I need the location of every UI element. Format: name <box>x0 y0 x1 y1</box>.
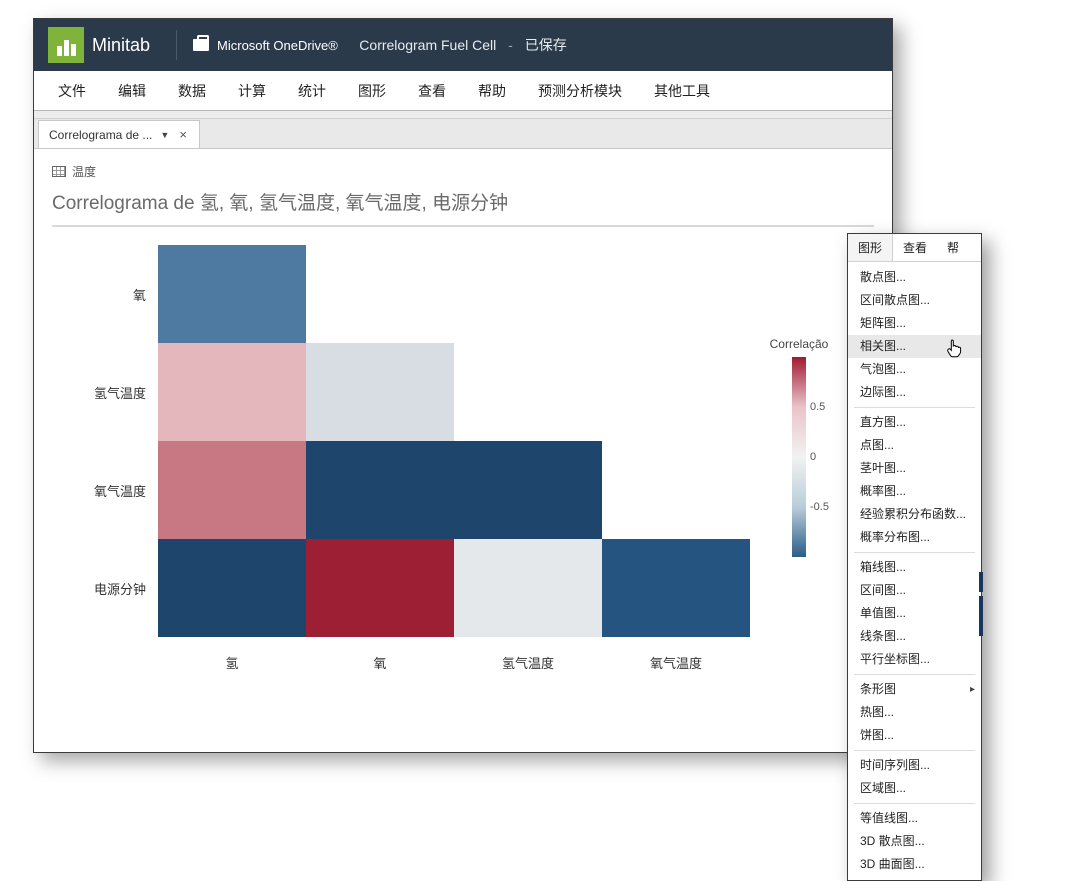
menu-item[interactable]: 点图... <box>848 434 981 457</box>
col-label: 氢 <box>158 645 306 672</box>
row-label: 电源分钟 <box>82 539 152 637</box>
menu-item[interactable]: 气泡图... <box>848 358 981 381</box>
heatmap-cell <box>306 441 454 539</box>
brand-name: Minitab <box>92 35 150 56</box>
app-window: Minitab Microsoft OneDrive® Correlogram … <box>33 18 893 753</box>
toolbar-strip <box>34 111 892 119</box>
menu-separator <box>854 750 975 751</box>
tab-caret-icon[interactable]: ▼ <box>160 130 169 140</box>
menu-item[interactable]: 相关图... <box>848 335 981 358</box>
document-title: Correlogram Fuel Cell - 已保存 <box>359 35 566 55</box>
scroll-indicator <box>979 596 983 636</box>
row-label: 氧 <box>82 245 152 343</box>
menu-item[interactable]: 时间序列图... <box>848 754 981 777</box>
menu-item[interactable]: 矩阵图... <box>848 312 981 335</box>
menu-item[interactable]: 线条图... <box>848 625 981 648</box>
heatmap-cell <box>158 245 306 343</box>
legend-tick: 0.5 <box>810 401 825 413</box>
heatmap-cell <box>306 343 454 441</box>
legend-title: Correlação <box>760 337 838 351</box>
menu-item[interactable]: 区间图... <box>848 579 981 602</box>
document-tab[interactable]: Correlograma de ... ▼ × <box>38 120 200 148</box>
title-separator: - <box>508 37 513 53</box>
menu-编辑[interactable]: 编辑 <box>102 81 162 101</box>
correlogram-chart: 氧氢气温度氧气温度电源分钟 氢氧氢气温度氧气温度 Correlação 0.50… <box>82 245 842 725</box>
menu-item[interactable]: 经验累积分布函数... <box>848 503 981 526</box>
menu-item[interactable]: 散点图... <box>848 266 981 289</box>
tab-label: Correlograma de ... <box>49 128 152 142</box>
menu-item[interactable]: 平行坐标图... <box>848 648 981 671</box>
menu-item[interactable]: 条形图 <box>848 678 981 701</box>
menu-item[interactable]: 3D 曲面图... <box>848 853 981 876</box>
menu-统计[interactable]: 统计 <box>282 81 342 101</box>
legend-tick: 0 <box>810 451 816 463</box>
menu-item[interactable]: 热图... <box>848 701 981 724</box>
heatmap-cell <box>602 539 750 637</box>
col-label: 氧 <box>306 645 454 672</box>
menu-帮助[interactable]: 帮助 <box>462 81 522 101</box>
menu-separator <box>854 674 975 675</box>
heatmap-cell <box>454 441 602 539</box>
menu-item[interactable]: 区间散点图... <box>848 289 981 312</box>
heatmap-cell <box>454 539 602 637</box>
source-line: 温度 <box>52 163 874 180</box>
onedrive-icon <box>193 39 209 51</box>
menu-item[interactable]: 概率分布图... <box>848 526 981 549</box>
menu-item[interactable]: 区域图... <box>848 777 981 800</box>
col-labels: 氢氧氢气温度氧气温度 <box>158 645 750 672</box>
menubar: 文件编辑数据计算统计图形查看帮助预测分析模块其他工具 <box>34 71 892 111</box>
color-legend: Correlação 0.50-0.5 <box>760 337 838 557</box>
tab-close-icon[interactable]: × <box>177 127 189 142</box>
chart-title: Correlograma de 氢, 氧, 氢气温度, 氧气温度, 电源分钟 <box>52 188 874 215</box>
menu-item[interactable]: 直方图... <box>848 411 981 434</box>
source-label: 温度 <box>72 163 96 180</box>
doc-name: Correlogram Fuel Cell <box>359 37 496 53</box>
row-labels: 氧氢气温度氧气温度电源分钟 <box>82 245 152 637</box>
menu-item[interactable]: 茎叶图... <box>848 457 981 480</box>
dropdown-header-tab[interactable]: 图形 <box>848 234 893 261</box>
scroll-indicator <box>979 572 983 592</box>
dropdown-header: 图形查看帮 <box>848 234 981 262</box>
content-area: 温度 Correlograma de 氢, 氧, 氢气温度, 氧气温度, 电源分… <box>34 149 892 752</box>
menu-item[interactable]: 概率图... <box>848 480 981 503</box>
menu-item[interactable]: 3D 散点图... <box>848 830 981 853</box>
cloud-service-label: Microsoft OneDrive® <box>217 38 338 53</box>
menu-其他工具[interactable]: 其他工具 <box>638 81 726 101</box>
heatmap-cell <box>306 539 454 637</box>
title-underline <box>52 225 874 227</box>
menu-计算[interactable]: 计算 <box>222 81 282 101</box>
worksheet-icon <box>52 166 66 177</box>
graph-menu-dropdown: 图形查看帮 散点图...区间散点图...矩阵图...相关图...气泡图...边际… <box>847 233 982 881</box>
menu-item[interactable]: 边际图... <box>848 381 981 404</box>
heatmap-cell <box>158 441 306 539</box>
legend-gradient-bar: 0.50-0.5 <box>792 357 806 557</box>
dropdown-header-tab[interactable]: 帮 <box>937 234 969 261</box>
menu-item[interactable]: 饼图... <box>848 724 981 747</box>
row-label: 氢气温度 <box>82 343 152 441</box>
menu-查看[interactable]: 查看 <box>402 81 462 101</box>
titlebar-divider <box>176 30 177 60</box>
menu-separator <box>854 803 975 804</box>
menu-separator <box>854 407 975 408</box>
titlebar: Minitab Microsoft OneDrive® Correlogram … <box>34 19 892 71</box>
col-label: 氧气温度 <box>602 645 750 672</box>
legend-tick: -0.5 <box>810 501 829 513</box>
menu-图形[interactable]: 图形 <box>342 81 402 101</box>
menu-文件[interactable]: 文件 <box>42 81 102 101</box>
minitab-logo-icon <box>48 27 84 63</box>
row-label: 氧气温度 <box>82 441 152 539</box>
menu-separator <box>854 552 975 553</box>
heatmap-cell <box>158 539 306 637</box>
dropdown-header-tab[interactable]: 查看 <box>893 234 937 261</box>
menu-item[interactable]: 等值线图... <box>848 807 981 830</box>
save-status: 已保存 <box>525 37 567 53</box>
dropdown-list: 散点图...区间散点图...矩阵图...相关图...气泡图...边际图... 直方… <box>848 262 981 880</box>
menu-item[interactable]: 单值图... <box>848 602 981 625</box>
heatmap-cell <box>158 343 306 441</box>
menu-数据[interactable]: 数据 <box>162 81 222 101</box>
tabs-row: Correlograma de ... ▼ × <box>34 119 892 149</box>
col-label: 氢气温度 <box>454 645 602 672</box>
menu-item[interactable]: 箱线图... <box>848 556 981 579</box>
menu-预测分析模块[interactable]: 预测分析模块 <box>522 81 638 101</box>
